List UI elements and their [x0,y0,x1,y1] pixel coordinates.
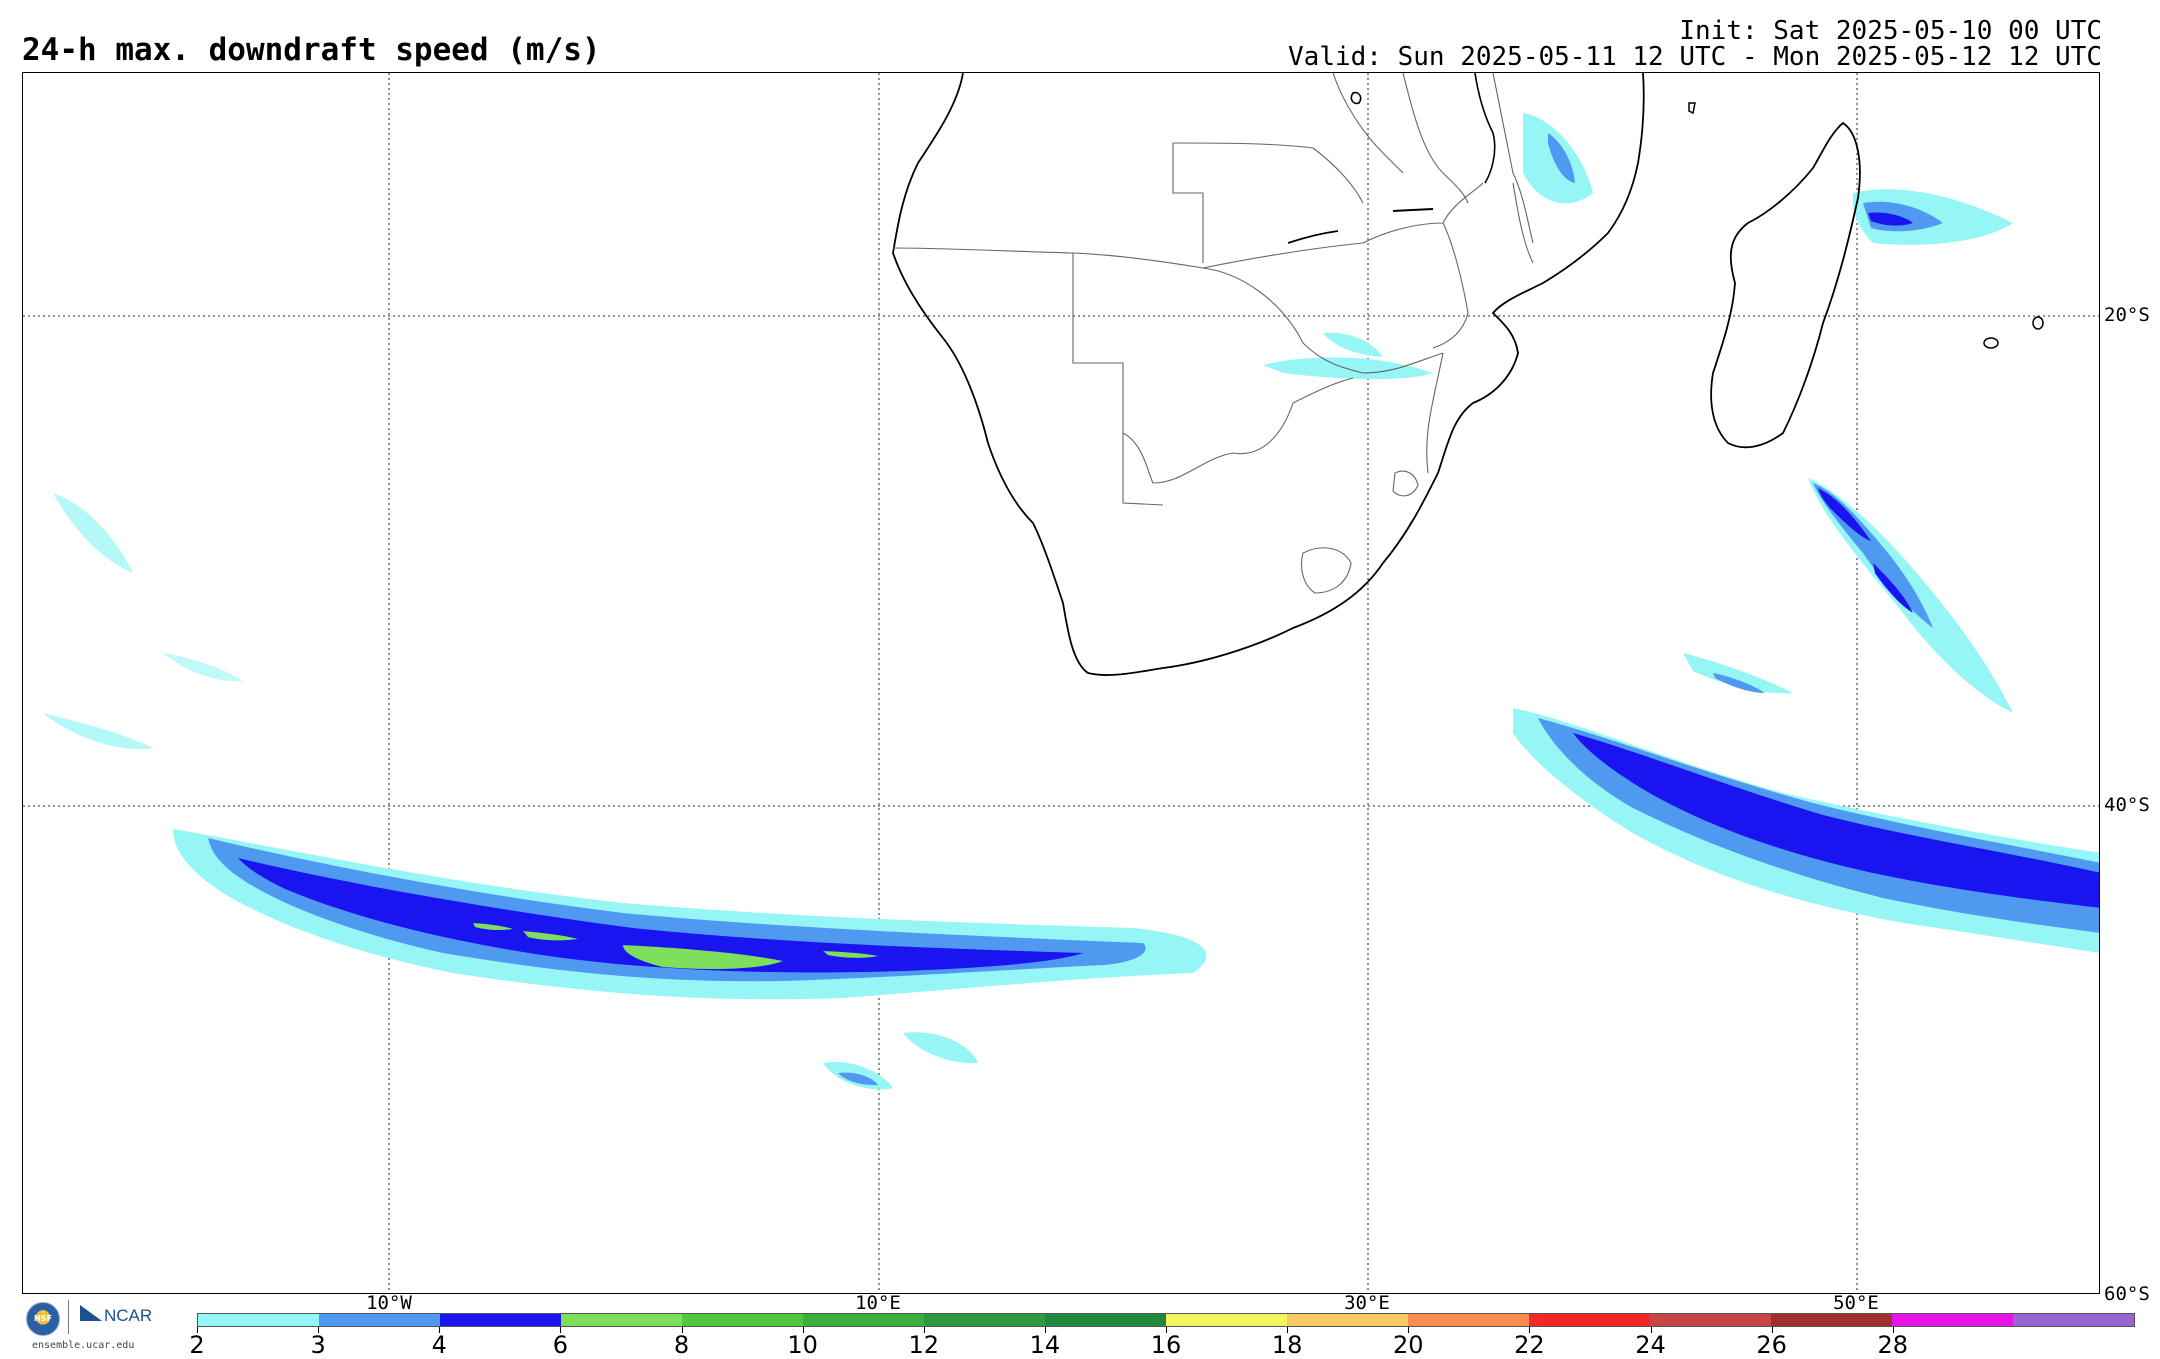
downdraft-shading [43,113,2099,1090]
country-borders [892,73,1534,594]
colorbar-label: 10 [787,1331,818,1359]
colorbar-tick [1771,1327,1773,1333]
colorbar-swatch [198,1314,319,1326]
colorbar-label: 2 [189,1331,205,1359]
map-panel [22,72,2100,1294]
colorbar-label: 4 [431,1331,447,1359]
colorbar-tick [1892,1327,1894,1333]
colorbar-tick [1044,1327,1046,1333]
site-url: ensemble.ucar.edu [32,1340,135,1351]
colorbar-label: 18 [1271,1331,1303,1359]
colorbar-swatch [2013,1314,2134,1326]
colorbar-swatch [1529,1314,1650,1326]
lat-label-20s: 20°S [2104,304,2150,326]
colorbar-swatch [440,1314,561,1326]
colorbar-swatch [319,1314,440,1326]
colorbar-label: 28 [1877,1331,1909,1359]
colorbar-swatch [1287,1314,1408,1326]
lat-label-40s: 40°S [2104,794,2150,816]
colorbar-label: 3 [310,1331,326,1359]
colorbar-tick [681,1327,683,1333]
colorbar-tick [197,1327,198,1333]
lon-label-10w: 10°W [366,1292,412,1314]
lon-label-50e: 50°E [1833,1292,1879,1314]
logo-block: NSF NCAR ensemble.ucar.edu [24,1300,164,1354]
colorbar-swatch [1771,1314,1892,1326]
colorbar-tick [318,1327,320,1333]
lon-label-30e: 30°E [1344,1292,1390,1314]
colorbar-label: 26 [1756,1331,1787,1359]
lat-label-60s: 60°S [2104,1283,2150,1305]
colorbar-label: 14 [1029,1331,1061,1359]
chart-title: 24-h max. downdraft speed (m/s) [22,32,601,68]
colorbar-label: 8 [673,1331,690,1359]
colorbar-tick [1287,1327,1289,1333]
coastlines [892,73,2044,676]
colorbar-tick [1529,1327,1531,1333]
colorbar [197,1313,2135,1327]
colorbar-swatch [1166,1314,1287,1326]
init-time: Init: Sat 2025-05-10 00 UTC [1679,16,2102,46]
ncar-mark-icon [80,1305,102,1321]
colorbar-label: 16 [1150,1331,1182,1359]
colorbar-label: 22 [1514,1331,1545,1359]
ncar-logo-text: NCAR [104,1306,153,1325]
colorbar-swatch [1650,1314,1771,1326]
colorbar-swatch [561,1314,682,1326]
colorbar-swatch [682,1314,803,1326]
colorbar-label: 24 [1635,1331,1666,1359]
graticule [23,73,2099,1293]
colorbar-label: 12 [908,1331,940,1359]
colorbar-swatch [803,1314,924,1326]
map-canvas [23,73,2099,1293]
colorbar-tick [802,1327,804,1333]
colorbar-tick [1650,1327,1652,1333]
colorbar-swatch [1408,1314,1529,1326]
colorbar-tick [560,1327,562,1333]
colorbar-label: 20 [1392,1331,1424,1359]
logo-divider [68,1300,69,1334]
colorbar-tick [439,1327,441,1333]
colorbar-swatch [924,1314,1045,1326]
colorbar-tick [1408,1327,1410,1333]
colorbar-tick [1166,1327,1167,1333]
colorbar-tick [923,1327,925,1333]
nsf-logo: NSF [26,1302,60,1336]
colorbar-swatch [1045,1314,1166,1326]
colorbar-label: 6 [552,1331,569,1359]
lon-label-10e: 10°E [855,1292,901,1314]
valid-time: Valid: Sun 2025-05-11 12 UTC - Mon 2025-… [1288,42,2102,72]
colorbar-swatch [1892,1314,2013,1326]
